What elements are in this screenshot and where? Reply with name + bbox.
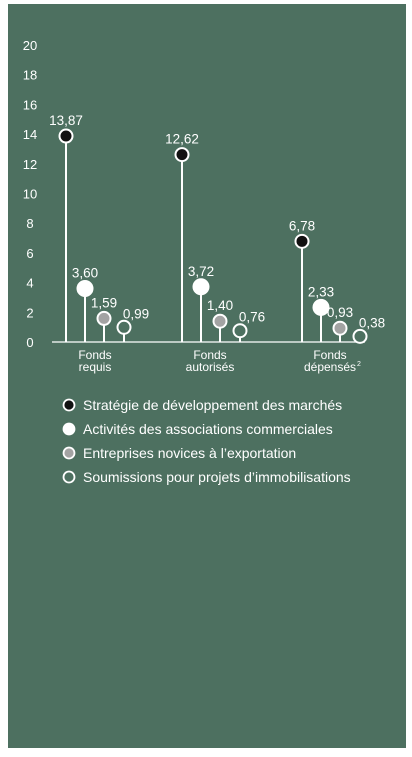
data-label: 12,62	[165, 132, 199, 147]
y-tick-label: 6	[26, 246, 33, 261]
category-label: dépensés	[304, 360, 356, 374]
data-label: 1,59	[91, 295, 117, 310]
data-point	[332, 320, 348, 336]
y-tick-label: 16	[23, 97, 37, 112]
data-label: 3,72	[188, 264, 214, 279]
y-tick-label: 14	[23, 127, 37, 142]
data-point	[352, 328, 368, 344]
category-label: Fonds	[78, 348, 111, 362]
legend-marker	[62, 398, 76, 412]
y-tick-label: 2	[26, 305, 33, 320]
legend-label: Entreprises novices à l’exportation	[83, 445, 296, 461]
data-label: 6,78	[289, 218, 315, 233]
data-label: 1,40	[207, 298, 233, 313]
data-label: 13,87	[49, 113, 83, 128]
legend: Stratégie de développement des marchés Ac…	[62, 397, 351, 485]
data-label: 0,93	[327, 305, 353, 320]
y-tick-label: 0	[26, 335, 33, 350]
data-point	[294, 233, 310, 249]
y-tick-label: 20	[23, 38, 37, 53]
legend-label: Stratégie de développement des marchés	[83, 397, 342, 413]
data-point	[116, 319, 132, 335]
category-footnote: 2	[357, 361, 361, 368]
legend-marker	[62, 470, 76, 484]
data-point	[232, 323, 248, 339]
legend-marker	[62, 422, 76, 436]
data-point	[174, 147, 190, 163]
data-point	[212, 313, 228, 329]
data-point	[76, 280, 94, 298]
data-label: 2,33	[308, 284, 334, 299]
y-tick-label: 8	[26, 216, 33, 231]
y-tick-label: 18	[23, 68, 37, 83]
data-point	[312, 298, 330, 316]
category-label: Fonds	[193, 348, 226, 362]
data-label: 0,38	[359, 315, 385, 330]
data-point	[192, 278, 210, 296]
y-tick-label: 4	[26, 276, 33, 291]
data-point	[58, 128, 74, 144]
data-point	[96, 310, 112, 326]
legend-label: Activités des associations commerciales	[83, 421, 333, 437]
legend-marker	[62, 446, 76, 460]
data-label: 0,99	[123, 306, 149, 321]
stems-layer	[58, 128, 368, 344]
data-label: 3,60	[72, 266, 98, 281]
labels-layer: 13,87 12,62 6,78 3,60 3,72 2,33 1,59 1,40 0,93 0,…	[49, 113, 385, 330]
legend-label: Soumissions pour projets d’immobilisatio…	[83, 469, 351, 485]
chart-panel	[8, 4, 406, 748]
data-label: 0,76	[239, 310, 265, 325]
category-label: autorisés	[186, 360, 235, 374]
y-tick-label: 10	[23, 187, 37, 202]
y-tick-label: 12	[23, 157, 37, 172]
category-label: Fonds	[313, 348, 346, 362]
category-label: requis	[79, 360, 112, 374]
